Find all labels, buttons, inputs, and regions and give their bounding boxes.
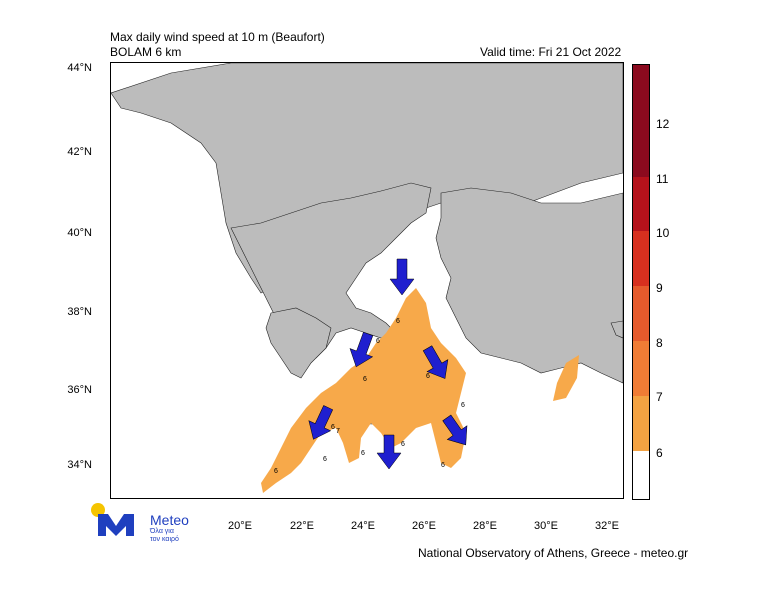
colorbar-segment (633, 231, 649, 286)
colorbar-segment (633, 396, 649, 451)
lon-label: 24°E (351, 520, 375, 532)
map-canvas: 6 6 6 6 6 6 6 7 6 6 6 6 (110, 62, 624, 493)
logo-tagline: Όλα για τον καιρό (150, 528, 179, 544)
wind-arrow (308, 405, 334, 440)
map-label: 6 (331, 424, 335, 431)
logo-name: Meteo (150, 512, 189, 528)
colorbar-label: 12 (656, 117, 670, 131)
lon-label: 32°E (595, 520, 619, 532)
meteo-logo-icon (91, 503, 134, 536)
footer-credit: National Observatory of Athens, Greece -… (418, 546, 689, 560)
map-label: 7 (336, 428, 340, 435)
land (110, 62, 624, 426)
map-label: 6 (361, 450, 365, 457)
lon-label: 22°E (290, 520, 314, 532)
colorbar-segment (633, 341, 649, 396)
map-label: 6 (401, 441, 405, 448)
colorbar-label: 11 (656, 172, 669, 186)
lat-label: 40°N (67, 227, 92, 239)
lat-label: 34°N (67, 459, 92, 471)
map-frame: 6 6 6 6 6 6 6 7 6 6 6 6 (110, 62, 624, 499)
map-label: 6 (426, 373, 430, 380)
lat-label: 42°N (67, 146, 92, 158)
lat-label: 38°N (67, 306, 92, 318)
map-label: 6 (323, 456, 327, 463)
wind-shading (261, 288, 579, 493)
colorbar-segment (633, 177, 649, 231)
map-value-labels: 6 6 6 6 6 6 6 7 6 6 6 6 (274, 318, 465, 475)
colorbar-segment (633, 65, 649, 177)
colorbar-segment (633, 286, 649, 341)
colorbar-label: 7 (656, 390, 663, 404)
lat-label: 36°N (67, 384, 92, 396)
logo-tagline-1: Όλα για (150, 528, 174, 535)
map-label: 6 (274, 468, 278, 475)
colorbar-segment (633, 451, 649, 499)
valid-time: Valid time: Fri 21 Oct 2022 (480, 45, 622, 59)
wind-arrow (389, 258, 415, 296)
map-label: 6 (396, 318, 400, 325)
wind-arrow (349, 331, 374, 368)
logo-tagline-2: τον καιρό (150, 536, 179, 543)
colorbar-label: 6 (656, 446, 663, 460)
colorbar-label: 9 (656, 281, 663, 295)
wind-arrow (422, 345, 449, 379)
lon-label: 28°E (473, 520, 497, 532)
lon-label: 20°E (228, 520, 252, 532)
lon-label: 26°E (412, 520, 436, 532)
map-label: 6 (461, 402, 465, 409)
map-title: Max daily wind speed at 10 m (Beaufort) (110, 30, 325, 44)
colorbar-label: 8 (656, 336, 663, 350)
wind-arrow (442, 414, 468, 446)
model-label: BOLAM 6 km (110, 45, 182, 59)
lon-label: 30°E (534, 520, 558, 532)
wind-arrows (308, 258, 468, 470)
map-label: 6 (441, 462, 445, 469)
map-label: 6 (376, 338, 380, 345)
colorbar-label: 10 (656, 226, 670, 240)
colorbar (632, 64, 650, 500)
wind-arrow (376, 434, 402, 470)
map-label: 6 (363, 376, 367, 383)
lat-label: 44°N (67, 62, 92, 74)
